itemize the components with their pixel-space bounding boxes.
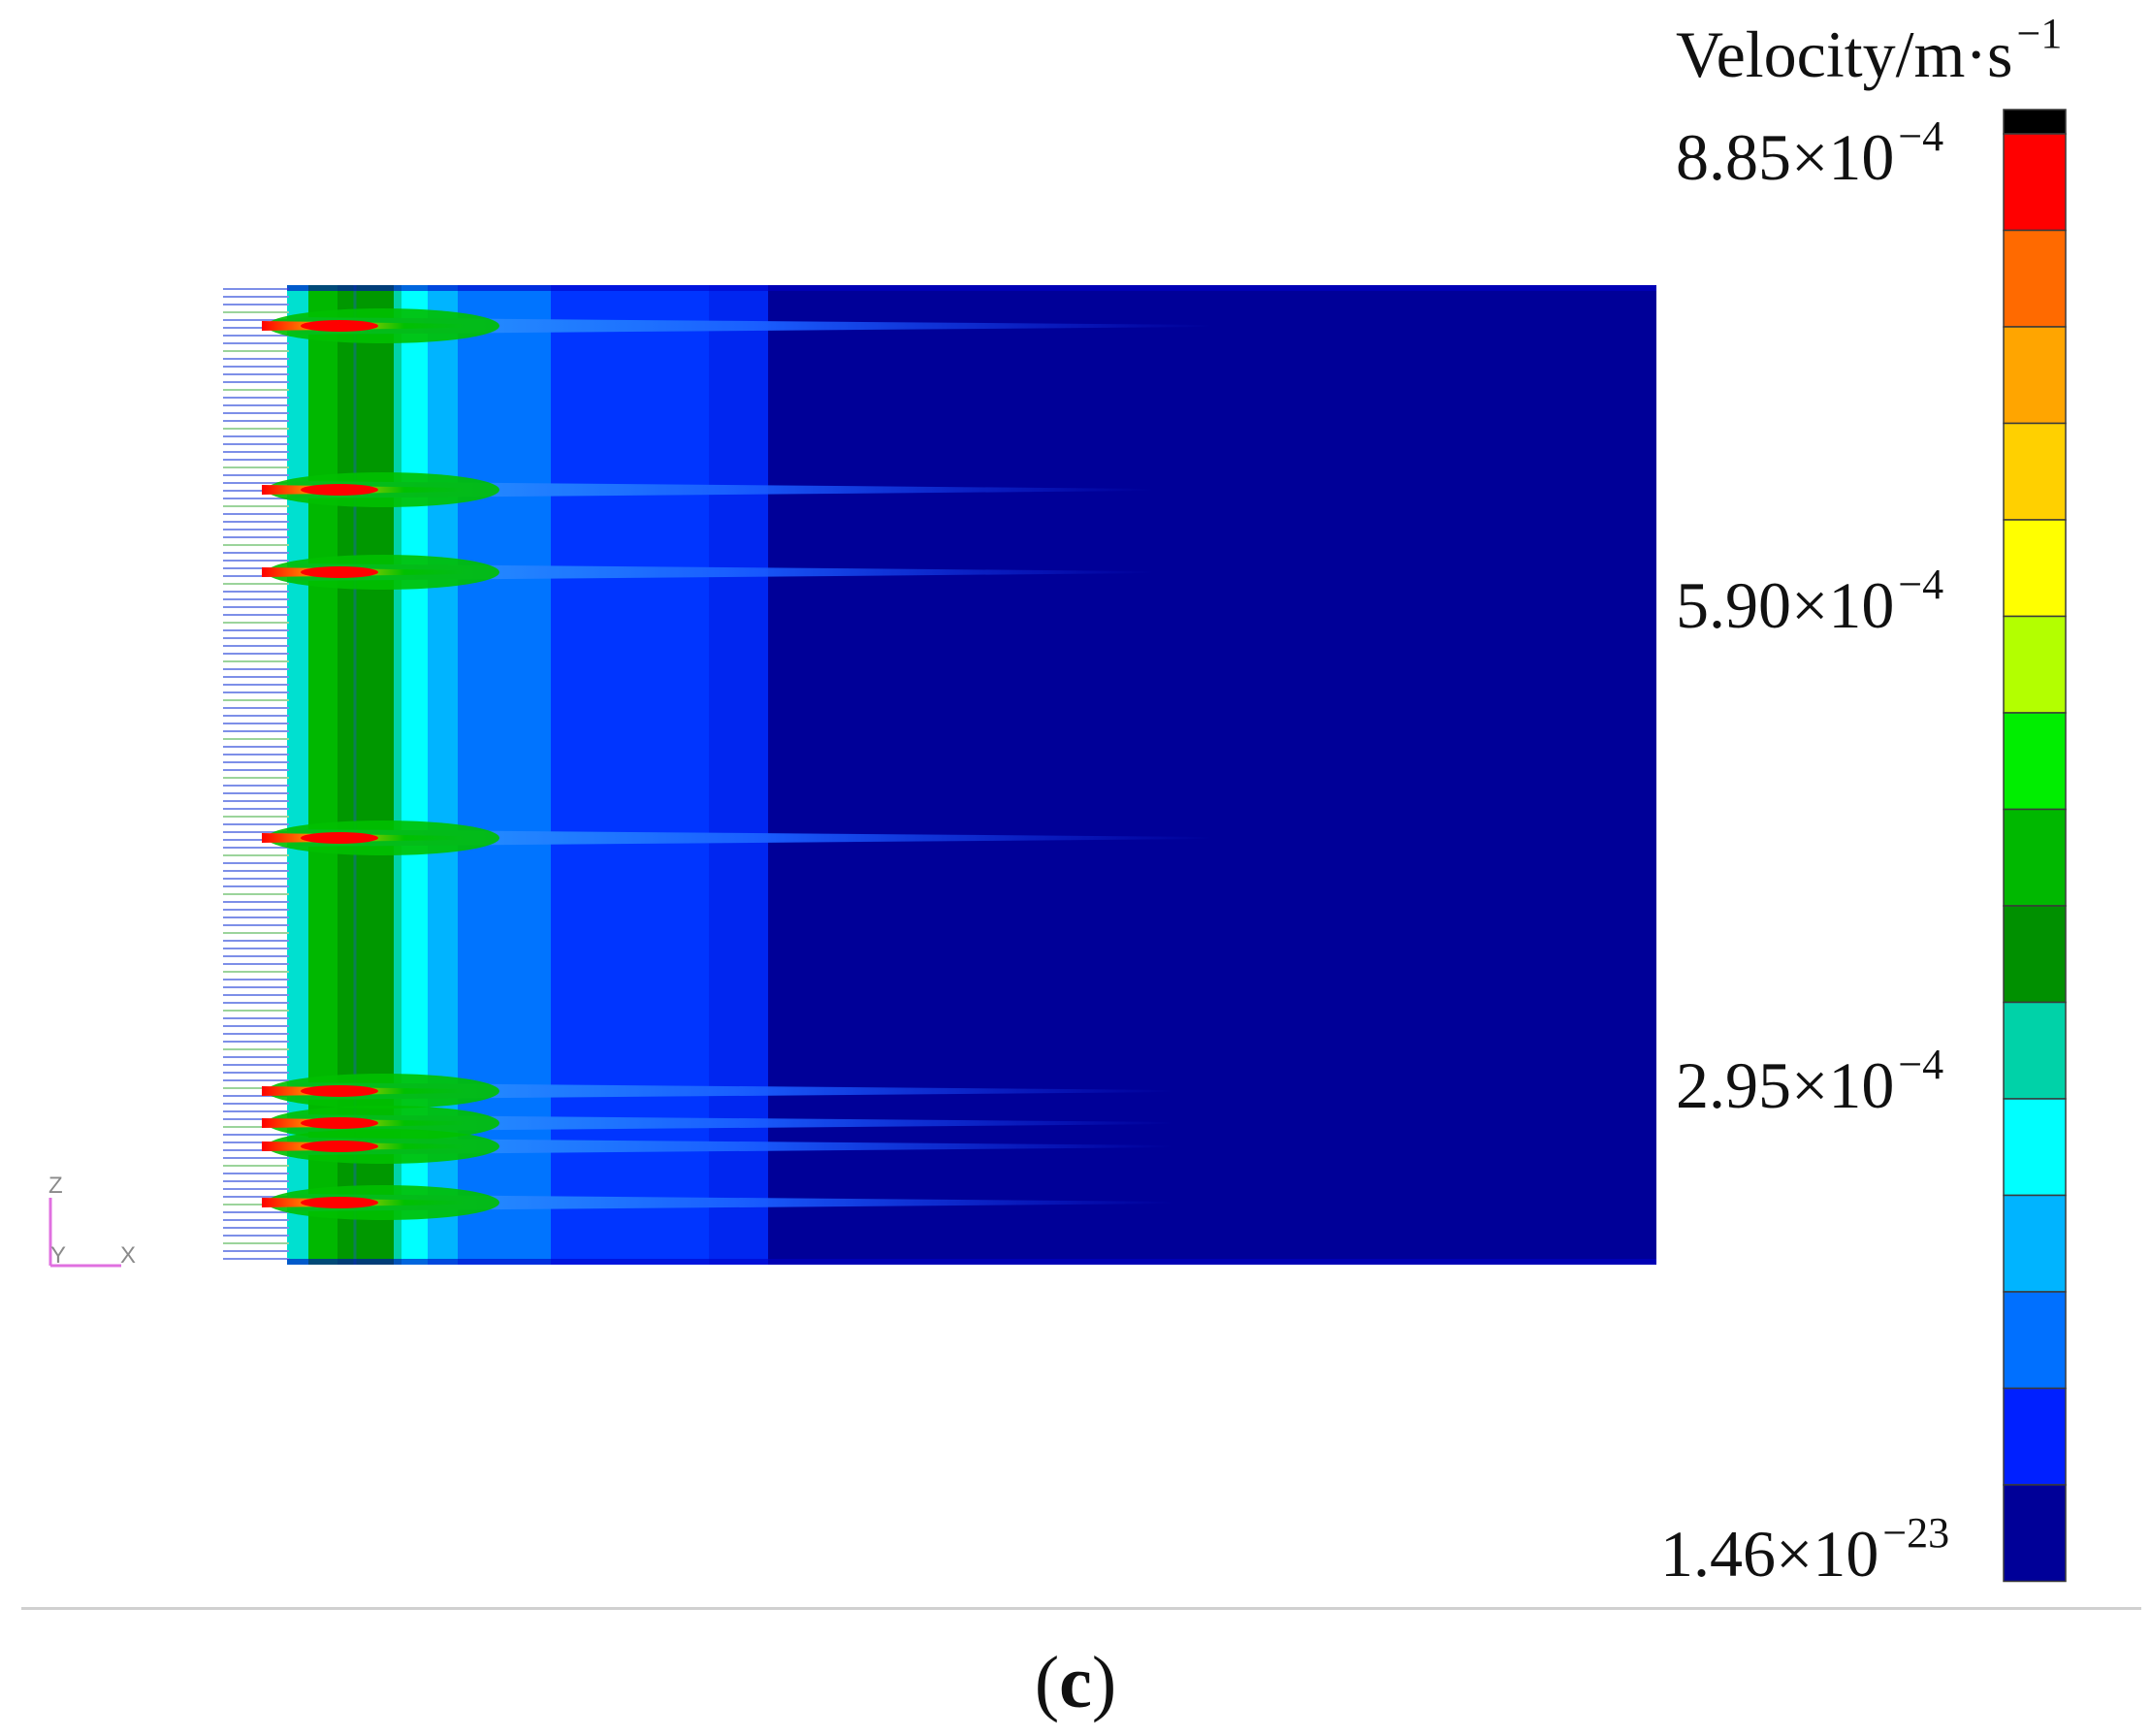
colorbar-segment [2003, 1098, 2067, 1197]
jet-hotspot [301, 1141, 378, 1152]
colorbar-segment [2003, 422, 2067, 521]
jet-tail [291, 481, 1154, 498]
field-band-inlet-cyan [287, 285, 308, 1265]
colorbar-segment [2003, 133, 2067, 232]
colorbar-segment [2003, 1291, 2067, 1390]
jet-tail [291, 1138, 1173, 1155]
field-bottom-edge [287, 1259, 1656, 1265]
colorbar-tick-max: 8.85×10−4 [1676, 113, 1944, 194]
jet-tail [291, 1194, 1173, 1211]
colorbar-segment [2003, 1484, 2067, 1583]
colorbar-segment [2003, 229, 2067, 328]
jet-hotspot [301, 832, 378, 844]
colorbar-tick-min: 1.46×10−23 [1660, 1509, 1950, 1591]
inlet-velocity-vectors [223, 288, 289, 1260]
jet-tail [291, 563, 1154, 581]
colorbar-segment [2003, 109, 2067, 135]
jet-hotspot [301, 484, 378, 496]
jet-tail [291, 1114, 1173, 1132]
colorbar-segment [2003, 615, 2067, 714]
colorbar-segment [2003, 905, 2067, 1004]
jet-hotspot [301, 566, 378, 578]
colorbar-unit-label: Velocity/m·s−1 [1676, 10, 2063, 91]
y-axis-label: Y [50, 1242, 66, 1269]
colorbar-segment [2003, 712, 2067, 811]
z-axis-label: Z [48, 1173, 63, 1199]
contour-field [223, 285, 1656, 1265]
colorbar-segment [2003, 326, 2067, 425]
axes-triad: Z Y X [48, 1173, 136, 1269]
colorbar-segment [2003, 808, 2067, 907]
colorbar-segment [2003, 1387, 2067, 1486]
jet-tail [291, 829, 1212, 847]
jet-tail [291, 317, 1212, 335]
jet-hotspot [301, 320, 378, 332]
colorbar-segment [2003, 1001, 2067, 1100]
colorbar-segment [2003, 1194, 2067, 1293]
field-top-edge [287, 285, 1656, 291]
colorbar [2003, 109, 2067, 1583]
colorbar-segment [2003, 519, 2067, 618]
jet-tail [291, 1082, 1173, 1100]
panel-separator [21, 1607, 2141, 1610]
jet-hotspot [301, 1117, 378, 1129]
jet-hotspot [301, 1197, 378, 1208]
colorbar-tick-lower: 2.95×10−4 [1676, 1041, 1944, 1122]
jet-hotspot [301, 1085, 378, 1097]
x-axis-label: X [120, 1242, 136, 1269]
injection-jets [262, 308, 1212, 1220]
panel-label: (c) [1034, 1642, 1117, 1723]
colorbar-tick-upper: 5.90×10−4 [1676, 561, 1944, 642]
